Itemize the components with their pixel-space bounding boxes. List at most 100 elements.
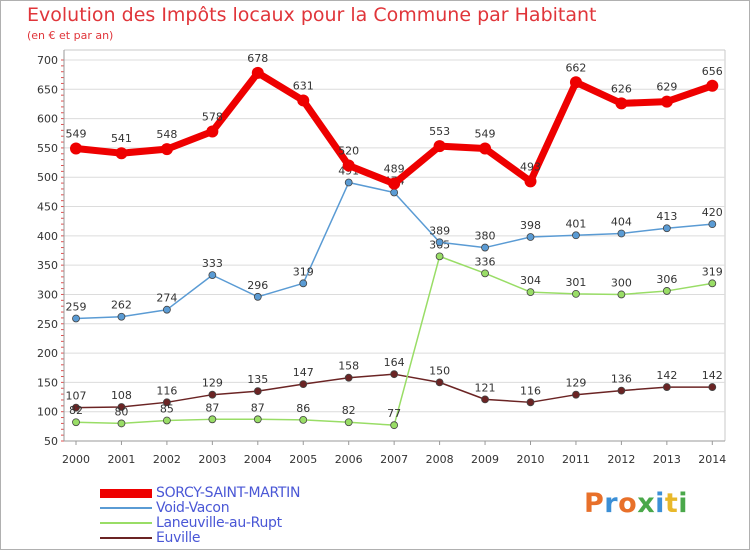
logo-letter: i	[678, 488, 689, 519]
data-point	[481, 243, 489, 252]
data-label: 86	[296, 402, 310, 415]
y-tick-label: 500	[37, 171, 58, 184]
data-label: 87	[251, 401, 265, 414]
y-tick-label: 700	[37, 54, 58, 67]
data-label: 116	[156, 384, 177, 397]
data-label: 129	[202, 377, 223, 390]
data-label: 87	[205, 401, 219, 414]
data-label: 413	[656, 210, 677, 223]
data-point	[524, 175, 537, 188]
data-point	[206, 125, 219, 138]
data-point	[115, 147, 128, 160]
data-point	[160, 143, 173, 156]
data-point	[572, 390, 580, 399]
data-label: 108	[111, 389, 132, 402]
data-label: 121	[475, 381, 496, 394]
data-label: 549	[475, 128, 496, 141]
data-point	[526, 233, 535, 241]
data-point	[390, 370, 399, 379]
x-tick-label: 2013	[653, 453, 681, 466]
data-point	[72, 314, 80, 323]
data-point	[662, 287, 671, 295]
data-point	[662, 383, 671, 391]
x-tick-label: 2000	[62, 453, 90, 466]
data-label: 85	[160, 402, 174, 415]
data-label: 549	[66, 128, 87, 141]
data-label: 333	[202, 257, 223, 270]
x-tick-label: 2003	[198, 453, 226, 466]
data-label: 319	[702, 265, 723, 278]
data-point	[708, 279, 717, 288]
data-label: 296	[247, 279, 268, 292]
y-tick-label: 50	[44, 435, 58, 448]
series-sorcy-saint-martin: 549 541 548 578 678 631 520 489 553 549 493 662 626 6…	[66, 52, 723, 190]
x-tick-label: 2009	[471, 453, 499, 466]
data-point	[433, 140, 446, 153]
data-label: 629	[656, 81, 677, 94]
data-label: 129	[565, 377, 586, 390]
data-point	[299, 380, 308, 389]
data-label: 336	[475, 255, 496, 268]
data-point	[617, 229, 626, 238]
data-label: 158	[338, 360, 359, 373]
logo-letter: r	[604, 488, 619, 519]
data-label: 520	[338, 145, 359, 158]
x-tick-label: 2005	[289, 453, 317, 466]
data-label: 82	[69, 404, 83, 417]
data-label: 142	[702, 369, 723, 382]
data-point	[572, 289, 580, 298]
data-point	[162, 416, 171, 425]
data-point	[72, 418, 80, 427]
data-point	[615, 97, 628, 110]
data-label: 306	[656, 273, 677, 286]
data-point	[72, 403, 80, 412]
data-label: 150	[429, 364, 450, 377]
proxiti-logo: Proxiti	[584, 488, 688, 519]
data-point	[708, 220, 717, 229]
data-point	[435, 252, 444, 261]
data-point	[297, 94, 310, 107]
x-tick-label: 2001	[107, 453, 135, 466]
data-point	[617, 290, 626, 299]
data-label: 116	[520, 384, 541, 397]
data-point	[617, 386, 626, 395]
legend-swatch	[100, 507, 152, 509]
logo-letter: P	[584, 488, 605, 519]
y-tick-label: 600	[37, 113, 58, 126]
y-tick-label: 550	[37, 142, 58, 155]
data-point	[117, 403, 126, 411]
data-label: 80	[114, 405, 128, 418]
data-label: 678	[247, 52, 268, 65]
series-layer: 107 108 116 129 135 147 158 164 150 121 116 129 136 1…	[66, 52, 723, 430]
data-point	[435, 238, 444, 247]
data-label: 301	[565, 276, 586, 289]
data-point	[662, 224, 671, 233]
data-label: 319	[293, 265, 314, 278]
data-label: 656	[702, 65, 723, 78]
data-point	[251, 66, 264, 79]
y-tick-label: 250	[37, 318, 58, 331]
data-point	[117, 312, 126, 321]
data-label: 136	[611, 373, 632, 386]
data-point	[299, 279, 308, 288]
data-label: 259	[66, 300, 87, 313]
data-point	[706, 79, 719, 92]
y-tick-label: 200	[37, 347, 58, 360]
legend-label: Void-Vacon	[156, 500, 230, 516]
y-tick-label: 150	[37, 376, 58, 389]
data-label: 164	[384, 356, 405, 369]
data-point	[481, 269, 489, 278]
data-point	[526, 288, 535, 297]
y-tick-label: 450	[37, 201, 58, 214]
data-label: 626	[611, 82, 632, 95]
x-tick-label: 2002	[153, 453, 181, 466]
data-point	[342, 159, 355, 172]
data-point	[435, 378, 444, 387]
data-label: 135	[247, 373, 268, 386]
data-point	[253, 387, 262, 396]
data-label: 401	[565, 217, 586, 230]
data-label: 553	[429, 125, 450, 138]
data-point	[162, 305, 171, 314]
data-point	[479, 142, 492, 155]
